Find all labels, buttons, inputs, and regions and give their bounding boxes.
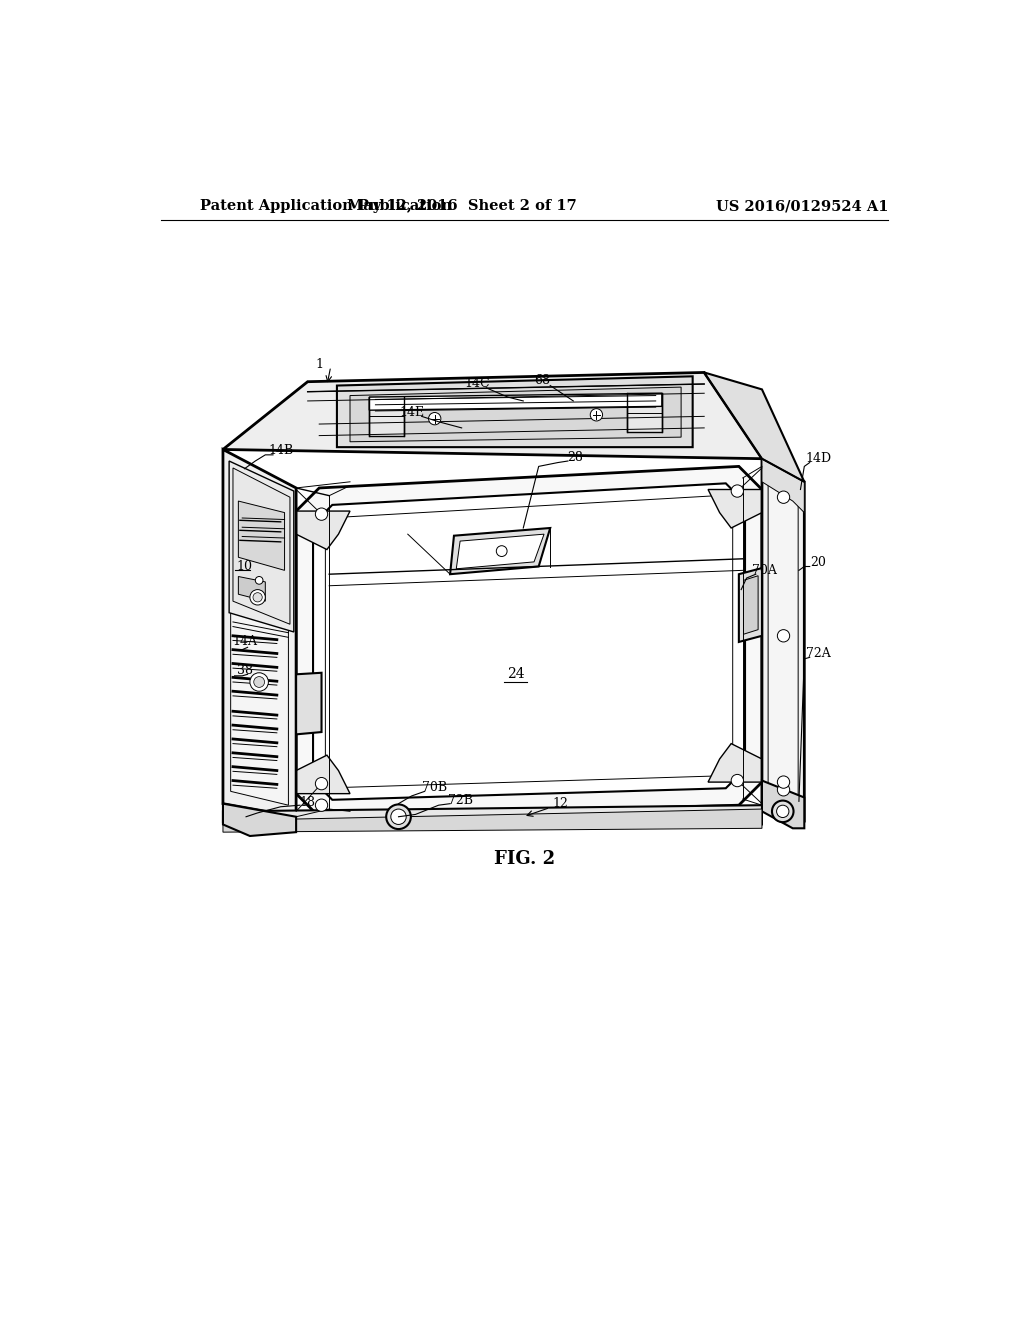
Polygon shape — [223, 372, 762, 459]
Polygon shape — [223, 809, 762, 832]
Circle shape — [250, 590, 265, 605]
Polygon shape — [296, 673, 322, 734]
Polygon shape — [708, 490, 762, 528]
Circle shape — [777, 776, 790, 788]
Text: 20: 20 — [810, 556, 826, 569]
Text: 14D: 14D — [805, 453, 831, 465]
Circle shape — [253, 593, 262, 602]
Polygon shape — [762, 780, 804, 829]
Polygon shape — [768, 466, 798, 813]
Text: 14E: 14E — [399, 407, 424, 418]
Circle shape — [777, 630, 790, 642]
Polygon shape — [337, 376, 692, 447]
Polygon shape — [326, 496, 733, 788]
Text: Patent Application Publication: Patent Application Publication — [200, 199, 452, 213]
Circle shape — [315, 777, 328, 789]
Circle shape — [315, 799, 328, 812]
Polygon shape — [230, 462, 289, 805]
Text: 18: 18 — [300, 796, 315, 809]
Polygon shape — [705, 372, 804, 482]
Polygon shape — [239, 502, 285, 570]
Circle shape — [254, 677, 264, 688]
Polygon shape — [233, 469, 290, 624]
Text: 12: 12 — [552, 797, 568, 810]
Polygon shape — [370, 397, 403, 436]
Circle shape — [590, 409, 602, 421]
Polygon shape — [743, 576, 758, 635]
Circle shape — [250, 673, 268, 692]
Text: 68: 68 — [535, 374, 551, 387]
Text: US 2016/0129524 A1: US 2016/0129524 A1 — [716, 199, 888, 213]
Text: 70B: 70B — [422, 781, 447, 795]
Polygon shape — [313, 483, 745, 800]
Polygon shape — [239, 577, 265, 601]
Text: 14B: 14B — [269, 445, 294, 458]
Circle shape — [391, 809, 407, 825]
Polygon shape — [762, 459, 804, 821]
Text: 72A: 72A — [806, 647, 830, 660]
Polygon shape — [708, 743, 762, 781]
Circle shape — [777, 491, 790, 503]
Text: May 12, 2016  Sheet 2 of 17: May 12, 2016 Sheet 2 of 17 — [347, 199, 577, 213]
Polygon shape — [457, 535, 544, 569]
Text: 14A: 14A — [232, 635, 257, 648]
Text: 70A: 70A — [752, 564, 777, 577]
Circle shape — [429, 413, 441, 425]
Text: 72B: 72B — [447, 795, 473, 807]
Polygon shape — [739, 568, 762, 642]
Polygon shape — [628, 393, 662, 432]
Circle shape — [315, 508, 328, 520]
Text: 38: 38 — [237, 664, 253, 677]
Polygon shape — [223, 805, 762, 825]
Text: 1: 1 — [315, 358, 324, 371]
Circle shape — [776, 805, 788, 817]
Text: 14C: 14C — [464, 376, 489, 389]
Polygon shape — [350, 387, 681, 442]
Circle shape — [255, 577, 263, 585]
Polygon shape — [223, 804, 296, 836]
Text: 10: 10 — [237, 560, 253, 573]
Circle shape — [777, 784, 790, 796]
Polygon shape — [762, 459, 804, 512]
Circle shape — [772, 800, 794, 822]
Polygon shape — [223, 449, 296, 817]
Polygon shape — [296, 511, 350, 549]
Polygon shape — [296, 466, 762, 817]
Circle shape — [386, 804, 411, 829]
Polygon shape — [229, 461, 294, 632]
Text: 24: 24 — [507, 668, 524, 681]
Polygon shape — [451, 528, 550, 574]
Polygon shape — [296, 755, 350, 793]
Text: FIG. 2: FIG. 2 — [495, 850, 555, 869]
Text: 28: 28 — [567, 450, 584, 463]
Polygon shape — [370, 393, 662, 411]
Circle shape — [731, 484, 743, 498]
Circle shape — [497, 545, 507, 557]
Circle shape — [731, 775, 743, 787]
